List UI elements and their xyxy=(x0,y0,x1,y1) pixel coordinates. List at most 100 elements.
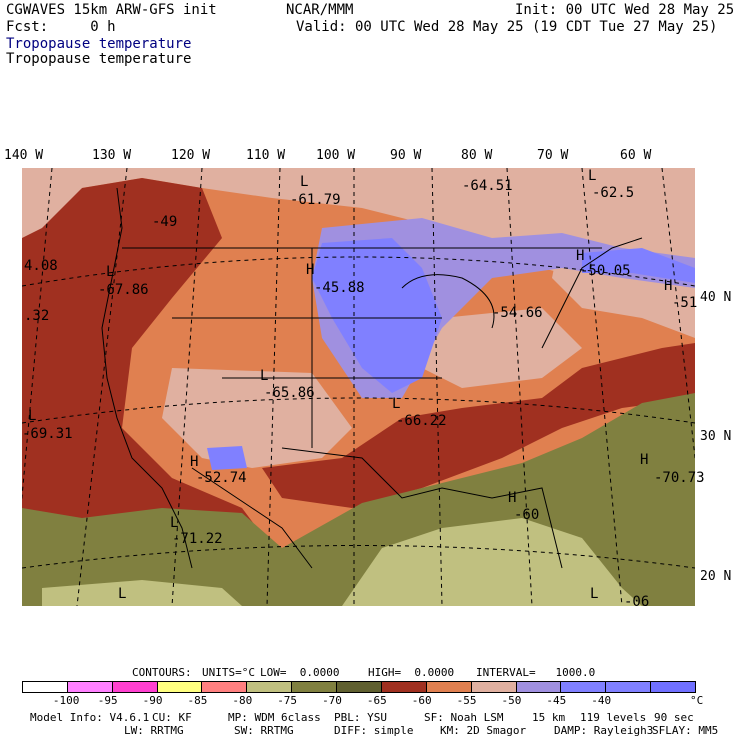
contour-value: 4.08 xyxy=(24,258,58,274)
colorbar-label: -85 xyxy=(187,694,208,707)
lon-label: 70 W xyxy=(537,148,569,163)
contour-value: -69.31 xyxy=(22,426,73,442)
contour-value: -67.86 xyxy=(98,282,149,298)
contour-value: -61.79 xyxy=(290,192,341,208)
contour-value: -64.51 xyxy=(462,178,513,194)
lat-label: 30 N xyxy=(700,429,732,444)
km-scheme: KM: 2D Smagor xyxy=(440,724,527,737)
damp-scheme: DAMP: Rayleigh3 xyxy=(554,724,654,737)
low-marker: L xyxy=(170,515,179,531)
colorbar-label: -50 xyxy=(501,694,522,707)
timestep: 90 sec xyxy=(654,711,694,724)
shade-blue-central xyxy=(312,238,442,393)
high-marker: H xyxy=(640,452,649,468)
valid-time: Valid: 00 UTC Wed 28 May 25 (19 CDT Tue … xyxy=(296,19,718,35)
colorbar-swatch xyxy=(560,681,607,693)
sf-scheme: SF: Noah LSM xyxy=(424,711,504,724)
init-time: Init: 00 UTC Wed 28 May 25 xyxy=(515,2,735,18)
contour-value: -50.05 xyxy=(580,263,631,279)
lon-label: 90 W xyxy=(390,148,422,163)
colorbar-swatch xyxy=(246,681,293,693)
colorbar-label: -55 xyxy=(456,694,477,707)
contours-label: CONTOURS: xyxy=(132,666,192,679)
low-marker: L xyxy=(106,264,115,280)
colorbar-swatch xyxy=(22,681,68,693)
colorbar-label: -75 xyxy=(277,694,298,707)
low-marker: L xyxy=(260,368,269,384)
colorbar-label: -60 xyxy=(411,694,432,707)
contour-value: -71.22 xyxy=(172,531,223,547)
political-boundaries xyxy=(101,187,643,569)
contour-value: -51 xyxy=(672,295,698,311)
colorbar-swatch xyxy=(650,681,696,693)
colorbar-label: -90 xyxy=(142,694,163,707)
colorbar-swatch xyxy=(201,681,248,693)
contour-value: -06 xyxy=(624,594,650,610)
high-marker: H xyxy=(306,262,315,278)
colorbar-swatch xyxy=(425,681,472,693)
shade-khaki-pacific xyxy=(42,580,242,606)
lon-label: 80 W xyxy=(461,148,493,163)
shade-blue-southwest xyxy=(207,446,247,470)
colorbar-swatch xyxy=(515,681,562,693)
shade-pink-northwest xyxy=(22,173,82,238)
shade-khaki-gulf xyxy=(342,518,642,606)
product-title: Tropopause temperature xyxy=(6,51,192,67)
colorbar-label: -45 xyxy=(546,694,567,707)
colorbar-swatch xyxy=(291,681,338,693)
sw-scheme: SW: RRTMG xyxy=(234,724,294,737)
lon-label: 60 W xyxy=(620,148,652,163)
colorbar-swatch xyxy=(380,681,427,693)
lon-label: 140 W xyxy=(4,148,44,163)
colorbar-swatch xyxy=(336,681,382,693)
colorbar-label: -40 xyxy=(591,694,612,707)
contour-value: -54.66 xyxy=(492,305,543,321)
contour-value: -49 xyxy=(152,214,178,230)
units-label: UNITS=°C xyxy=(202,666,255,679)
grid-spacing: 15 km xyxy=(532,711,566,724)
high-marker: H xyxy=(508,490,517,506)
center-name: NCAR/MMM xyxy=(286,2,354,18)
low-marker: L xyxy=(300,174,309,190)
diff-scheme: DIFF: simple xyxy=(334,724,414,737)
low-value: LOW= 0.0000 xyxy=(260,666,340,679)
forecast-hour: Fcst: 0 h xyxy=(6,19,116,35)
colorbar-swatch xyxy=(470,681,517,693)
pbl-scheme: PBL: YSU xyxy=(334,711,387,724)
colorbar-swatch xyxy=(156,681,203,693)
colorbar-label: -70 xyxy=(322,694,342,707)
contour-value: -45.88 xyxy=(314,280,365,296)
low-marker: L xyxy=(588,168,597,184)
sflay-scheme: SFLAY: MM5 xyxy=(652,724,719,737)
contour-value: -52.74 xyxy=(196,470,247,486)
high-marker: H xyxy=(664,278,673,294)
low-marker: L xyxy=(28,408,37,424)
interval-value: INTERVAL= 1000.0 xyxy=(476,666,596,679)
lat-label: 40 N xyxy=(700,290,732,305)
colorbar-swatch xyxy=(66,681,113,693)
cu-scheme: CU: KF xyxy=(152,711,192,724)
lon-label: 120 W xyxy=(171,148,211,163)
tropopause-temperature-map xyxy=(22,168,695,606)
shade-pink-southwest xyxy=(162,368,352,468)
high-marker: H xyxy=(190,454,199,470)
lon-label: 130 W xyxy=(92,148,132,163)
contour-value: -65.86 xyxy=(264,385,315,401)
product-title-blue: Tropopause temperature xyxy=(6,36,192,52)
lon-label: 110 W xyxy=(246,148,286,163)
contour-value: .32 xyxy=(24,308,50,324)
high-marker: H xyxy=(576,248,585,264)
lat-label: 20 N xyxy=(700,569,732,584)
colorbar-swatch xyxy=(111,681,158,693)
colorbar-label: -95 xyxy=(97,694,118,707)
model-info: Model Info: V4.6.1 xyxy=(30,711,150,724)
contour-value: -62.5 xyxy=(592,185,635,201)
colorbar-unit: °C xyxy=(690,694,704,707)
shade-pink-east xyxy=(422,308,582,388)
vertical-levels: 119 levels xyxy=(580,711,647,724)
low-marker: L xyxy=(118,586,127,602)
lw-scheme: LW: RRTMG xyxy=(124,724,184,737)
shade-darkred-west xyxy=(22,178,272,606)
contour-value: -60 xyxy=(514,507,540,523)
